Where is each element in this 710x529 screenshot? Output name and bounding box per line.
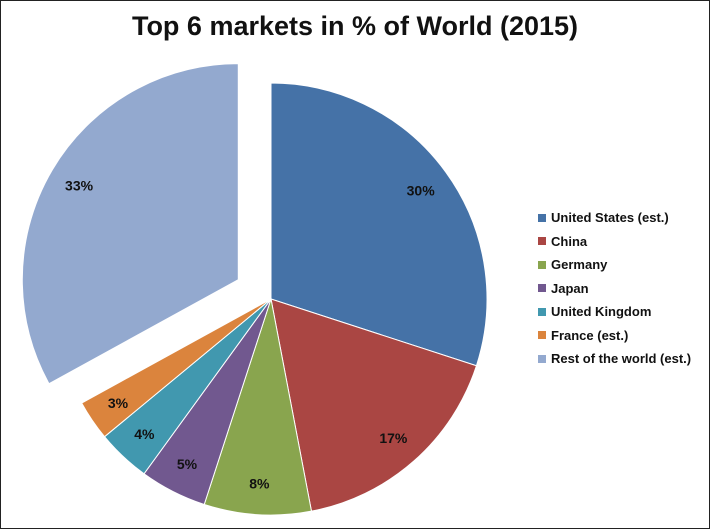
legend-item: Japan [538,277,691,301]
data-label: 5% [177,456,198,472]
pie-slice-france-est [81,298,272,438]
data-label: 3% [108,395,129,411]
pie-slice-germany [203,298,313,516]
legend-label: United Kingdom [551,304,652,320]
pie-slice-rest-of-the-world-est [21,63,239,385]
legend-swatch [538,260,546,269]
data-label: 30% [407,182,436,198]
legend-label: Germany [551,257,608,273]
legend-item: China [538,230,691,254]
data-label: 4% [134,426,155,442]
data-label: 33% [65,177,94,193]
legend-swatch [538,237,546,246]
legend-label: France (est.) [551,327,629,343]
legend-label: Rest of the world (est.) [551,351,692,367]
legend-item: United Kingdom [538,300,691,324]
legend-item: Germany [538,253,691,277]
data-label: 17% [379,430,408,446]
legend-swatch [538,354,546,363]
legend: United States (est.) China Germany Japan Uni… [538,206,691,371]
legend-swatch [538,284,546,293]
legend-swatch [538,307,546,316]
legend-item: United States (est.) [538,206,691,230]
legend-item: France (est.) [538,324,691,348]
legend-swatch [538,331,546,340]
legend-swatch [538,213,546,222]
legend-label: Japan [551,280,589,296]
legend-item: Rest of the world (est.) [538,347,691,371]
pie-slice-united-states-est [270,82,488,367]
data-label: 8% [249,476,270,492]
legend-label: United States (est.) [551,210,669,226]
chart-title: Top 6 markets in % of World (2015) [131,11,579,41]
legend-label: China [551,233,588,249]
pie-slice-china [270,298,478,512]
